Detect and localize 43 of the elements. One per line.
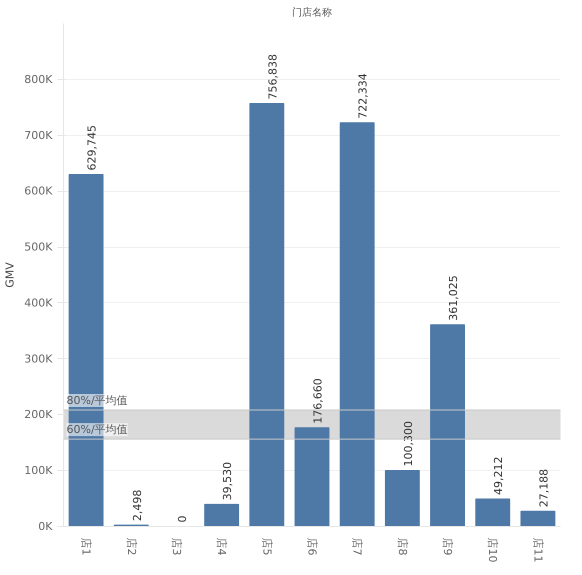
y-tick-label: 0K bbox=[38, 520, 54, 533]
x-tick-label: 店10 bbox=[486, 538, 500, 562]
x-tick-label: 店11 bbox=[531, 538, 544, 562]
chart-title: 门店名称 bbox=[292, 6, 332, 18]
y-tick-label: 400K bbox=[24, 296, 54, 310]
data-label: 361,025 bbox=[447, 275, 460, 321]
bar bbox=[294, 427, 330, 526]
y-tick-label: 800K bbox=[24, 72, 54, 86]
x-tick-label: 店2 bbox=[124, 538, 138, 556]
y-tick-label: 300K bbox=[24, 352, 54, 366]
y-tick-label: 700K bbox=[24, 128, 54, 142]
data-label: 722,334 bbox=[356, 73, 370, 119]
bar bbox=[204, 504, 240, 526]
x-tick-label: 店7 bbox=[350, 538, 364, 556]
bar bbox=[249, 103, 284, 526]
data-label: 2,498 bbox=[130, 490, 144, 522]
x-tick-label: 店5 bbox=[260, 538, 274, 556]
x-tick-label: 店3 bbox=[170, 538, 183, 556]
x-tick-label: 店4 bbox=[215, 538, 228, 556]
bar bbox=[384, 470, 420, 526]
y-tick-label: 200K bbox=[24, 408, 54, 422]
data-label: 176,660 bbox=[312, 378, 324, 424]
y-tick-label: 100K bbox=[24, 464, 54, 478]
bar bbox=[430, 324, 465, 526]
data-label: 49,212 bbox=[492, 456, 506, 495]
data-label: 629,745 bbox=[86, 125, 99, 171]
x-tick-label: 店9 bbox=[441, 538, 454, 556]
data-label: 100,300 bbox=[402, 420, 415, 466]
bar bbox=[475, 498, 510, 526]
x-tick-label: 店1 bbox=[80, 538, 93, 556]
bar bbox=[340, 122, 375, 526]
ref-line-label: 60%/平均值 bbox=[66, 423, 128, 436]
data-label: 0 bbox=[176, 516, 189, 522]
data-label: 27,188 bbox=[537, 468, 550, 508]
ref-line-label: 80%/平均值 bbox=[66, 394, 128, 408]
y-tick-label: 600K bbox=[24, 184, 54, 198]
x-tick-label: 店6 bbox=[306, 538, 318, 556]
y-axis-title: GMV bbox=[3, 262, 16, 288]
data-label: 39,530 bbox=[221, 462, 234, 500]
bar bbox=[520, 510, 556, 526]
x-tick-label: 店8 bbox=[396, 538, 409, 556]
y-tick-label: 500K bbox=[24, 240, 54, 254]
data-label: 756,838 bbox=[266, 54, 280, 100]
